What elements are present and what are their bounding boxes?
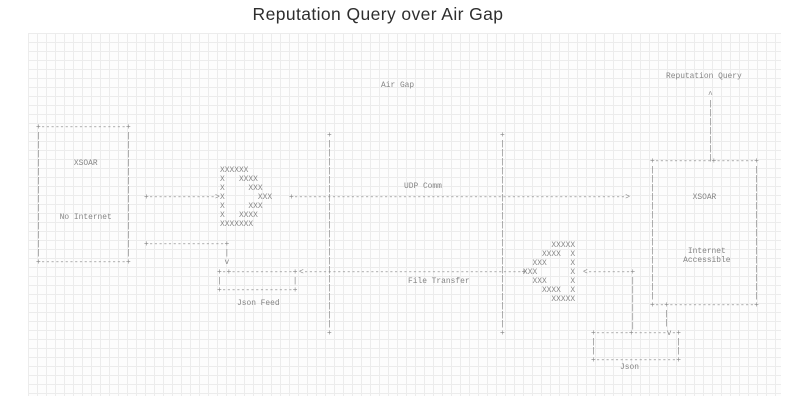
air-gap-barrier-line-1: + | | | | | | | | | | | | | | | | | | | … <box>327 131 332 338</box>
reputation-query-label: Reputation Query <box>666 72 742 81</box>
reputation-query-line: ^ | | | | | | | <box>708 91 713 163</box>
left-box-to-relay-arrow: +--------------> <box>144 193 220 202</box>
json-label: Json <box>620 363 639 372</box>
json-feed-label: Json Feed <box>237 299 280 308</box>
xsoar-to-json-connector: | | <box>664 310 669 328</box>
right-xsoar-box: +------------+--------+ | | | | | | | XS… <box>650 157 759 310</box>
file-transfer-label: File Transfer <box>408 277 470 286</box>
grid-canvas <box>28 33 781 396</box>
air-gap-label: Air Gap <box>381 81 415 90</box>
udp-comm-arrow: +---------------------------------------… <box>289 193 630 202</box>
udp-comm-label: UDP Comm <box>404 182 442 191</box>
left-box-to-jsonfeed-connector: +----------------+ | v <box>144 240 230 267</box>
left-xsoar-box: +------------------+ | | | | | | | XSOAR… <box>36 123 131 267</box>
air-gap-barrier-line-2: + | | | | | | | | | | | | | | | | | | | … <box>500 131 505 338</box>
file-transfer-arrow: <---------------------------------------… <box>299 268 527 277</box>
ascii-arrow-left: XXXXX XXXX X XXX X XXX X XXX X XXXX X XX… <box>523 241 576 304</box>
page-title: Reputation Query over Air Gap <box>252 4 504 24</box>
ascii-arrow-right: XXXXXX X XXXX X XXX X XXX X XXX X XXXX X… <box>220 166 273 229</box>
json-to-arrow-connector: <---------+ | | | | | | <box>583 268 636 331</box>
json-feed-box: +-+-------------+ | | +---------------+ <box>217 268 298 295</box>
json-box: +-------+-------v-+ | | | | +-----------… <box>591 329 681 365</box>
